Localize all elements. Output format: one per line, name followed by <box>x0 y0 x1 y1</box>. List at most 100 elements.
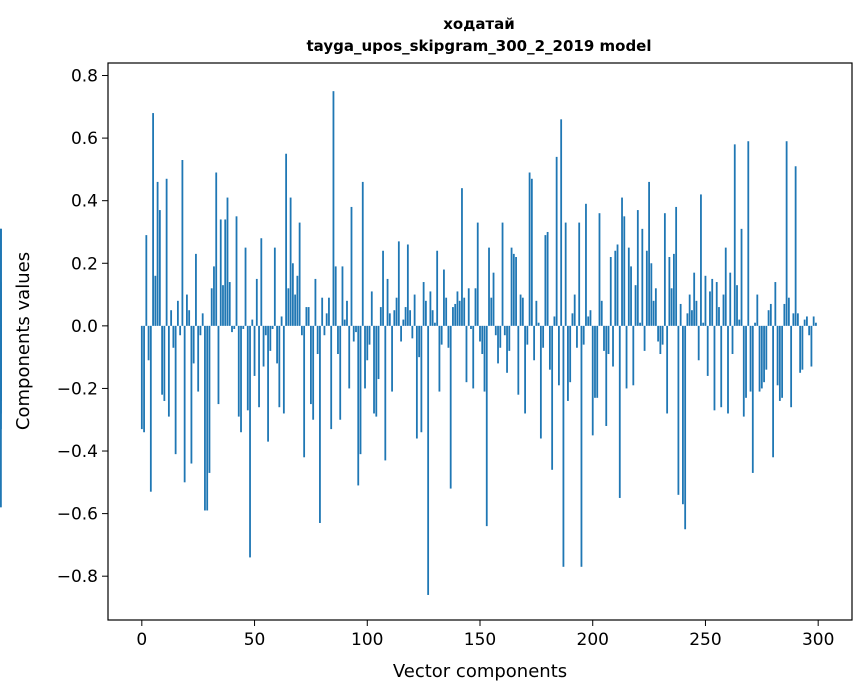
bar <box>781 325 784 398</box>
bar <box>729 272 732 326</box>
bar <box>650 263 653 326</box>
bar <box>163 325 166 401</box>
bar <box>517 325 520 395</box>
bar <box>447 325 450 348</box>
bar <box>269 325 272 351</box>
bar <box>796 313 799 326</box>
bar <box>397 241 400 326</box>
bar <box>201 313 204 326</box>
bar <box>312 325 315 420</box>
bar <box>621 197 623 326</box>
bar <box>282 325 285 414</box>
bar <box>285 153 288 326</box>
bar <box>603 325 605 351</box>
bar <box>413 294 416 326</box>
bar <box>271 325 274 329</box>
bar <box>355 325 357 333</box>
bar <box>560 119 563 326</box>
bar <box>359 325 362 455</box>
y-tick-label: 0.2 <box>71 254 98 274</box>
bar <box>188 310 191 326</box>
bar <box>445 297 448 326</box>
bar <box>382 250 384 326</box>
bar <box>330 325 333 430</box>
bar <box>343 319 346 326</box>
bar <box>246 325 249 411</box>
bar <box>222 285 224 326</box>
bar <box>224 219 227 326</box>
bar <box>323 325 326 336</box>
bar <box>242 325 245 329</box>
bar <box>476 222 479 326</box>
bar <box>427 325 430 595</box>
bar <box>215 172 218 326</box>
bar <box>803 319 806 326</box>
bar <box>555 156 558 326</box>
bar <box>614 250 617 326</box>
bar <box>722 294 725 326</box>
bar <box>183 325 186 483</box>
bar <box>686 313 689 326</box>
x-tick-label: 0 <box>136 630 147 650</box>
bar <box>368 325 371 345</box>
bar <box>145 235 148 326</box>
bar <box>262 325 265 367</box>
bar <box>537 322 540 326</box>
bar <box>219 219 222 326</box>
bar <box>149 325 152 492</box>
y-tick-label: −0.8 <box>57 567 98 587</box>
bar <box>334 266 337 326</box>
bar <box>328 297 330 326</box>
bar <box>612 325 614 367</box>
bar <box>176 300 179 326</box>
bar <box>585 203 587 326</box>
bar <box>675 206 678 326</box>
bar <box>377 325 380 380</box>
bar <box>668 257 671 326</box>
bar <box>567 325 569 401</box>
bar <box>443 269 445 326</box>
bar <box>591 325 594 436</box>
bar <box>156 181 159 326</box>
bar <box>350 206 353 326</box>
plot-frame <box>107 62 853 621</box>
bar <box>147 325 150 361</box>
bar <box>654 288 657 326</box>
bar <box>278 325 281 408</box>
bar <box>808 325 811 336</box>
bar <box>539 325 542 439</box>
bar <box>361 181 364 326</box>
bar <box>158 210 161 326</box>
bar <box>458 300 461 326</box>
bar <box>704 275 707 326</box>
bar <box>558 325 560 386</box>
bar <box>154 275 157 326</box>
bar <box>551 325 554 470</box>
bar <box>512 253 515 326</box>
bar <box>463 297 466 326</box>
bar <box>357 325 360 486</box>
bar <box>228 282 231 326</box>
bar <box>206 325 209 511</box>
bar <box>485 325 488 527</box>
bar <box>339 325 342 420</box>
bar <box>213 266 215 326</box>
bar <box>314 278 317 326</box>
bar <box>594 325 596 398</box>
bar <box>790 325 793 408</box>
bar <box>792 313 795 326</box>
bar <box>391 325 393 392</box>
bar <box>172 325 175 348</box>
bar <box>666 325 669 414</box>
bar <box>204 325 206 511</box>
bar <box>503 325 506 336</box>
bar <box>715 282 718 326</box>
bar <box>774 282 777 326</box>
bar <box>810 325 813 367</box>
bar <box>352 325 355 342</box>
bar <box>474 288 477 326</box>
bar <box>143 325 145 433</box>
bar <box>765 325 768 370</box>
bar <box>663 213 666 326</box>
